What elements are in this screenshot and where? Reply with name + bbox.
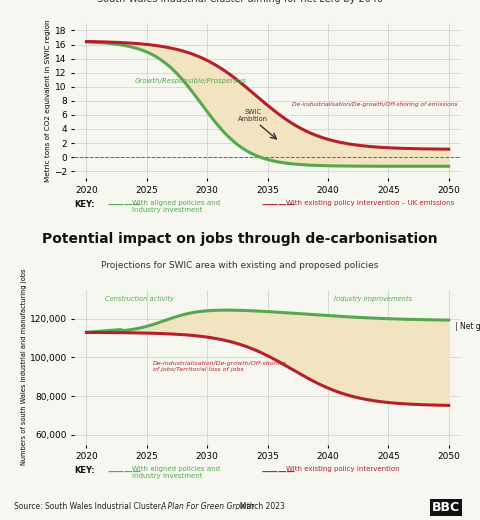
Text: Source: South Wales Industrial Cluster,: Source: South Wales Industrial Cluster, [14,502,166,511]
Text: De-industrialisation/De-growth/Off-shoring
of jobs/Territorial loss of jobs: De-industrialisation/De-growth/Off-shori… [153,361,287,372]
Text: Potential impact on jobs through de-carbonisation: Potential impact on jobs through de-carb… [42,231,438,245]
Text: With aligned policies and
industry investment: With aligned policies and industry inves… [132,200,220,213]
Text: Growth/Responsible/Prosperous: Growth/Responsible/Prosperous [135,78,246,84]
Text: KEY:: KEY: [74,466,95,475]
Text: | Net gain: | Net gain [455,322,480,331]
Text: BBC: BBC [432,501,460,514]
Text: KEY:: KEY: [74,200,95,209]
Text: Projections for SWIC area with existing and proposed policies: Projections for SWIC area with existing … [101,261,379,270]
Text: BBC: BBC [432,501,460,514]
Text: With aligned policies and
industry investment: With aligned policies and industry inves… [132,466,220,479]
Text: SWIC
Ambition: SWIC Ambition [238,109,268,122]
Text: Industry improvements: Industry improvements [334,296,412,302]
Text: De-industrialisation/De-growth/Off-shoring of emissions: De-industrialisation/De-growth/Off-shori… [292,102,457,108]
Text: ————: ———— [108,201,142,210]
Text: Construction activity: Construction activity [105,296,173,302]
Text: With existing policy intervention: With existing policy intervention [286,466,399,473]
Text: ————: ———— [262,467,296,476]
Y-axis label: Metric tons of CO2 equivalent in SWIC region: Metric tons of CO2 equivalent in SWIC re… [45,20,51,182]
Text: With existing policy intervention – UK emissions: With existing policy intervention – UK e… [286,200,454,206]
Text: ————: ———— [108,467,142,476]
Text: A Plan For Green Growth: A Plan For Green Growth [161,502,255,511]
Y-axis label: Numbers of south Wales industrial and manufacturing jobs: Numbers of south Wales industrial and ma… [21,269,27,465]
Text: ————: ———— [262,201,296,210]
Text: , March 2023: , March 2023 [235,502,285,511]
Text: South Wales Industrial Cluster aiming for net zero by 2040: South Wales Industrial Cluster aiming fo… [97,0,383,4]
